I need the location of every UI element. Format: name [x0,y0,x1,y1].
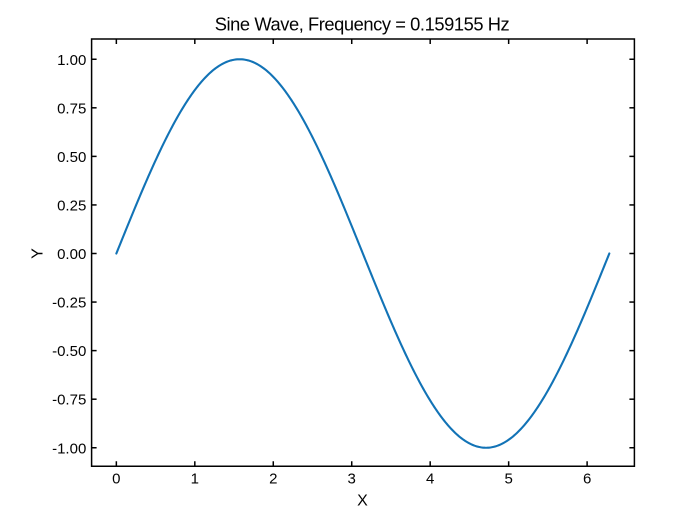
svg-text:3: 3 [348,470,356,487]
svg-text:0.25: 0.25 [57,197,86,214]
svg-text:0.00: 0.00 [57,246,86,263]
svg-text:Sine Wave, Frequency = 0.15915: Sine Wave, Frequency = 0.159155 Hz [215,14,510,35]
svg-text:-0.25: -0.25 [52,295,86,312]
svg-text:0.50: 0.50 [57,149,86,166]
svg-text:2: 2 [269,470,277,487]
svg-text:-1.00: -1.00 [52,440,86,457]
svg-text:1: 1 [191,470,199,487]
svg-text:5: 5 [504,470,512,487]
svg-text:Y: Y [29,248,46,259]
svg-text:6: 6 [583,470,591,487]
svg-text:X: X [357,493,368,510]
svg-text:-0.75: -0.75 [52,392,86,409]
svg-text:-0.50: -0.50 [52,343,86,360]
svg-text:4: 4 [426,470,434,487]
svg-text:0: 0 [112,470,120,487]
svg-text:1.00: 1.00 [57,52,86,69]
svg-text:0.75: 0.75 [57,100,86,117]
